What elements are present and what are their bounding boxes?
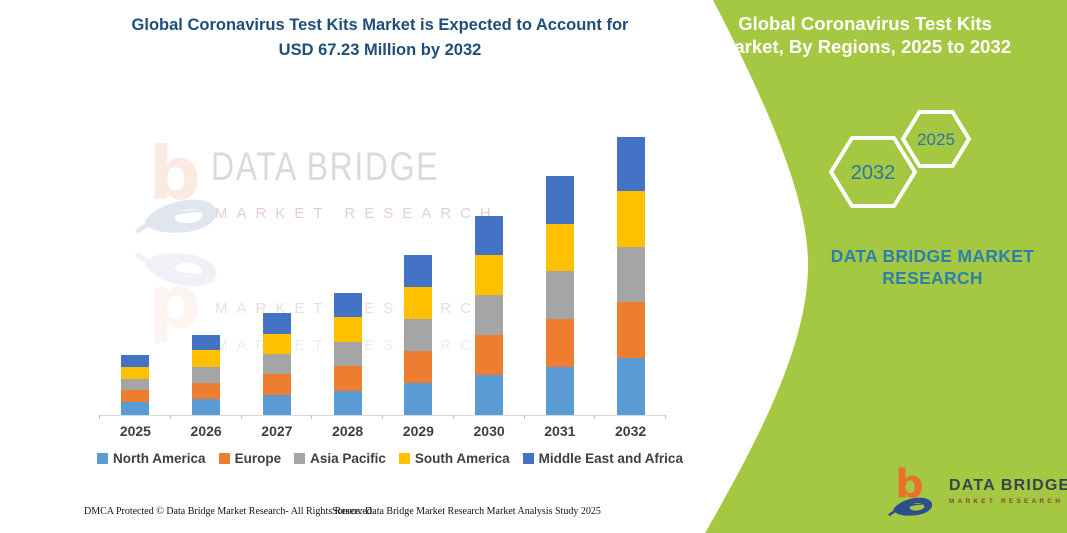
chart-title: Global Coronavirus Test Kits Market is E… [30, 13, 730, 63]
bar-segment [404, 350, 433, 383]
legend-swatch [522, 453, 534, 464]
bar-segment [545, 223, 574, 272]
bar-segment [192, 366, 221, 383]
bar-segment [262, 374, 291, 395]
x-axis-label: 2025 [119, 423, 151, 439]
x-axis-tick [382, 415, 384, 419]
x-axis-label: 2027 [261, 423, 293, 439]
legend: North America Europe Asia Pacific South Ame… [40, 451, 740, 466]
legend-item: Asia Pacific [294, 451, 386, 466]
bar-segment [333, 317, 362, 342]
side-panel-title-line1: Global Coronavirus Test Kits [738, 13, 992, 34]
chart-title-line2: USD 67.23 Million by 2032 [278, 41, 482, 59]
bar-segment [262, 354, 291, 375]
bar-segment [616, 190, 645, 247]
source-note: Source: Data Bridge Market Research Mark… [332, 506, 601, 517]
bar-segment [545, 176, 574, 224]
bar-segment [475, 374, 504, 415]
logo-brand-text: DATA BRIDGE [949, 477, 1067, 494]
bar-segment [333, 341, 362, 367]
bar-segment [121, 401, 150, 415]
bar-segment [333, 390, 362, 415]
legend-swatch [97, 453, 109, 464]
legend-item: Middle East and Africa [522, 451, 683, 466]
x-axis-label: 2031 [544, 423, 576, 439]
bar-segment [616, 358, 645, 415]
dmca-notice: DMCA Protected © Data Bridge Market Rese… [84, 506, 375, 517]
bar-segment [333, 366, 362, 391]
side-panel-title: Global Coronavirus Test Kits Market, By … [700, 12, 1030, 58]
legend-label: Europe [234, 451, 282, 466]
x-axis-tick [523, 415, 525, 419]
chart-title-line1: Global Coronavirus Test Kits Market is E… [131, 16, 629, 34]
bar-segment [404, 286, 433, 320]
databridge-logo: DATA BRIDGE MARKET RESEARCH [888, 463, 1067, 519]
bar-segment [475, 215, 504, 256]
hexagon-2025-label: 2025 [917, 130, 955, 149]
databridge-logo-icon [888, 463, 933, 517]
bar-segment [333, 293, 362, 318]
legend-label: Middle East and Africa [538, 451, 683, 466]
bar-segment [192, 382, 221, 399]
x-axis-tick [452, 415, 454, 419]
bar-segment [475, 334, 504, 375]
x-axis-label: 2026 [190, 423, 222, 439]
x-axis-label: 2030 [473, 423, 505, 439]
bar-segment [616, 137, 645, 191]
legend-swatch [218, 453, 230, 464]
bar-segment [404, 254, 433, 287]
bar-segment [121, 390, 150, 402]
bar-segment [545, 318, 574, 367]
bar-segment [475, 295, 504, 335]
logo-sub-text: MARKET RESEARCH [949, 498, 1064, 505]
hexagon-2032 [829, 136, 917, 208]
legend-swatch [398, 453, 410, 464]
x-axis-tick [594, 415, 596, 419]
bar-segment [545, 271, 574, 319]
legend-item: North America [97, 451, 206, 466]
x-axis-label: 2029 [402, 423, 434, 439]
bar-segment [121, 378, 150, 391]
bar-segment [121, 367, 150, 379]
bar-segment [616, 246, 645, 302]
x-axis-tick [240, 415, 242, 419]
legend-item: Europe [218, 451, 282, 466]
x-axis-tick [169, 415, 171, 419]
year-hexagons: 2032 2025 [829, 110, 971, 208]
bar-segment [404, 382, 433, 415]
side-panel-title-line2: Market, By Regions, 2025 to 2032 [718, 36, 1012, 57]
bar-segment [616, 301, 645, 359]
bar-segment [192, 350, 221, 367]
legend-swatch [294, 453, 306, 464]
bar-segment [545, 366, 574, 415]
bar-segment [404, 319, 433, 351]
x-axis-tick [311, 415, 313, 419]
bar-segment [121, 355, 150, 368]
side-panel-brand-text: DATA BRIDGE MARKET RESEARCH [830, 246, 1035, 288]
bar-segment [192, 398, 221, 415]
x-axis-label: 2028 [332, 423, 364, 439]
legend-label: South America [414, 451, 510, 466]
x-axis-label: 2032 [615, 423, 647, 439]
bar-segment [192, 334, 221, 351]
hexagon-2025 [901, 110, 971, 168]
hexagon-2032-label: 2032 [851, 162, 896, 184]
x-axis-tick [99, 415, 101, 419]
legend-label: Asia Pacific [310, 451, 386, 466]
bar-segment [262, 394, 291, 415]
x-axis-tick [665, 415, 667, 419]
bar-segment [262, 333, 291, 355]
bar-segment [262, 313, 291, 334]
legend-item: South America [398, 451, 510, 466]
bar-segment [475, 255, 504, 296]
legend-label: North America [113, 451, 206, 466]
